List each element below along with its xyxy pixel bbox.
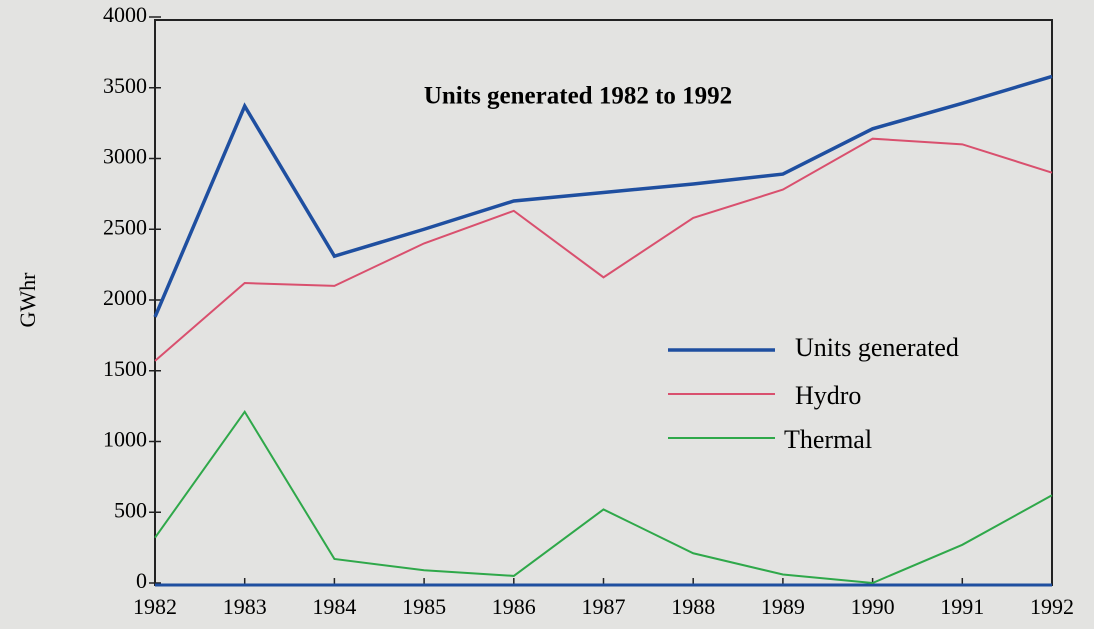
y-tick-label: 500 (114, 497, 147, 522)
y-tick-label: 0 (136, 568, 147, 593)
x-tick-label: 1983 (223, 594, 267, 619)
x-tick-label: 1984 (312, 594, 356, 619)
y-axis-label: GWhr (15, 272, 40, 328)
y-tick-label: 1000 (103, 427, 147, 452)
y-tick-label: 1500 (103, 356, 147, 381)
x-tick-label: 1985 (402, 594, 446, 619)
x-tick-label: 1982 (133, 594, 177, 619)
x-tick-label: 1987 (582, 594, 626, 619)
x-tick-label: 1992 (1030, 594, 1074, 619)
x-tick-label: 1991 (940, 594, 984, 619)
chart-title: Units generated 1982 to 1992 (424, 83, 732, 110)
x-tick-label: 1990 (851, 594, 895, 619)
x-tick-label: 1989 (761, 594, 805, 619)
legend-label: Hydro (795, 381, 861, 410)
series-line (153, 74, 1053, 318)
y-tick-label: 3000 (103, 144, 147, 169)
series-line (154, 409, 1053, 585)
y-tick-label: 2500 (103, 214, 147, 239)
legend-label: Thermal (784, 425, 872, 454)
y-tick-label: 4000 (103, 2, 147, 27)
y-tick-label: 2000 (103, 285, 147, 310)
x-tick-label: 1988 (671, 594, 715, 619)
legend-label: Units generated (795, 333, 959, 362)
y-tick-label: 3500 (103, 73, 147, 98)
series-line (154, 137, 1053, 362)
x-tick-label: 1986 (492, 594, 536, 619)
